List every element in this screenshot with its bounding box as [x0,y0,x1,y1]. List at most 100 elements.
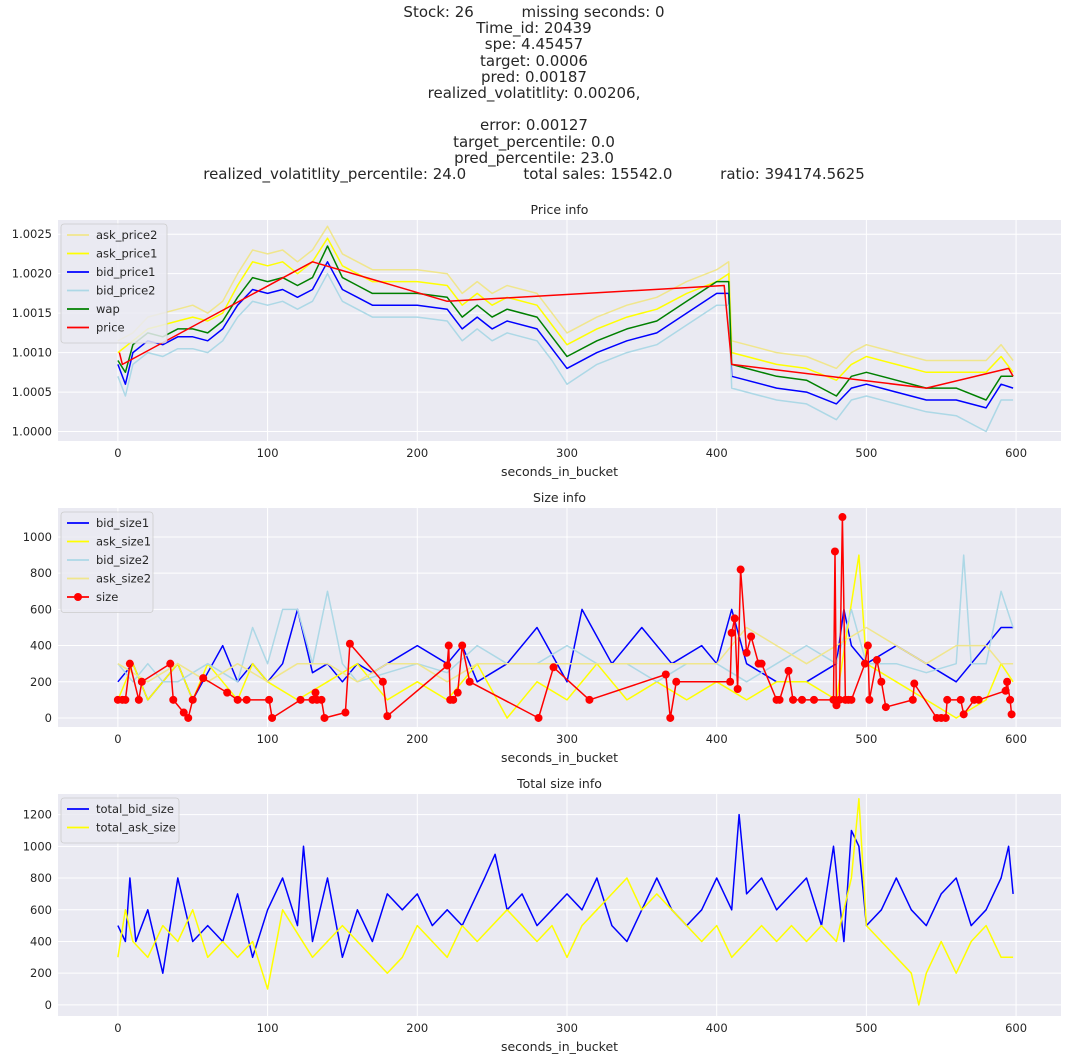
chart-panel: 0 100 200 300 400 500 600 0 200 400 600 800 1000 Size… [23,490,1061,765]
suptitle-line: target_percentile: 0.0 [453,132,615,151]
legend-label: bid_size1 [96,516,149,530]
series-line-ask_size2 [117,626,1014,683]
size-marker [860,659,869,668]
x-tick-label: 600 [1005,1021,1027,1035]
size-marker [666,713,675,722]
legend-marker [74,593,82,601]
size-marker [242,695,251,704]
y-tick-label: 0 [45,711,52,725]
size-marker [465,677,474,686]
size-marker [199,674,208,683]
size-marker [134,695,143,704]
size-marker [742,648,751,657]
size-marker [881,703,890,712]
size-marker [184,713,193,722]
size-marker [789,695,798,704]
size-marker [809,695,818,704]
series-line-wap [117,245,1014,401]
chart-title: Price info [531,202,589,217]
legend-label: bid_size2 [96,553,149,567]
legend-label: bid_price2 [96,284,155,298]
x-tick-label: 300 [556,732,578,746]
size-marker [121,695,130,704]
size-marker [1001,686,1010,695]
size-marker [585,695,594,704]
x-tick-label: 500 [855,1021,877,1035]
y-tick-label: 1.0010 [12,346,52,360]
size-marker [549,663,558,672]
x-tick-label: 600 [1005,446,1027,460]
size-marker [943,695,952,704]
size-marker [1007,710,1016,719]
size-marker [341,708,350,717]
size-marker [458,641,467,650]
suptitle-line: error: 0.00127 [480,116,588,135]
size-marker [872,656,881,665]
legend-box [60,797,180,844]
y-tick-label: 800 [30,566,52,580]
size-marker [311,688,320,697]
size-marker [863,641,872,650]
legend-label: bid_price1 [96,265,155,279]
suptitle-line: target: 0.0006 [480,51,588,70]
size-marker [835,695,844,704]
legend-label: ask_price2 [96,228,157,242]
legend-box [60,511,154,613]
size-marker [449,695,458,704]
y-tick-label: 1.0015 [12,306,52,320]
x-axis-label: seconds_in_bucket [501,750,618,765]
legend-label: size [96,590,118,604]
size-marker [317,695,326,704]
size-marker [798,695,807,704]
x-tick-label: 100 [257,446,279,460]
legend-label: ask_price1 [96,247,157,261]
size-marker [265,695,274,704]
figure-suptitle: Stock: 26 missing seconds: 0 Time_id: 20… [0,4,1068,182]
size-marker [727,628,736,637]
series-group [117,225,1014,433]
plot-area [58,220,1061,441]
size-marker [747,632,756,641]
suptitle-line: pred: 0.00187 [481,67,587,86]
x-tick-label: 400 [706,732,728,746]
size-marker [179,708,188,717]
x-tick-label: 100 [257,732,279,746]
size-marker [166,659,175,668]
y-tick-label: 0 [45,998,52,1012]
size-marker [908,695,917,704]
suptitle-line: Stock: 26 missing seconds: 0 [403,3,665,21]
x-tick-label: 600 [1005,732,1027,746]
size-marker [345,639,354,648]
size-marker [730,614,739,623]
size-marker [320,713,329,722]
size-marker [838,513,847,522]
chart-title: Size info [533,490,586,505]
size-marker [383,712,392,721]
size-marker [443,661,452,670]
size-marker [534,713,543,722]
size-marker [661,670,670,679]
size-marker [1003,677,1012,686]
size-marker [125,659,134,668]
suptitle-line: spe: 4.45457 [484,35,584,54]
x-tick-label: 300 [556,446,578,460]
size-marker [757,659,766,668]
size-marker [775,695,784,704]
series-line-ask_price1 [117,237,1014,381]
suptitle-line: pred_percentile: 23.0 [454,148,614,167]
y-tick-label: 1000 [23,839,52,853]
series-line-price [118,261,1014,389]
x-tick-label: 200 [406,1021,428,1035]
size-marker [736,565,745,574]
series-line-ask_price2 [117,225,1014,370]
y-tick-label: 400 [30,639,52,653]
size-marker [733,684,742,693]
x-tick-label: 400 [706,446,728,460]
x-tick-label: 500 [855,446,877,460]
plot-area [58,794,1061,1016]
size-marker [847,695,856,704]
chart-panel: 0 100 200 300 400 500 600 0 200 400 600 800 1000 1200… [23,776,1061,1054]
size-marker [784,666,793,675]
size-marker [830,547,839,556]
size-marker [877,677,886,686]
